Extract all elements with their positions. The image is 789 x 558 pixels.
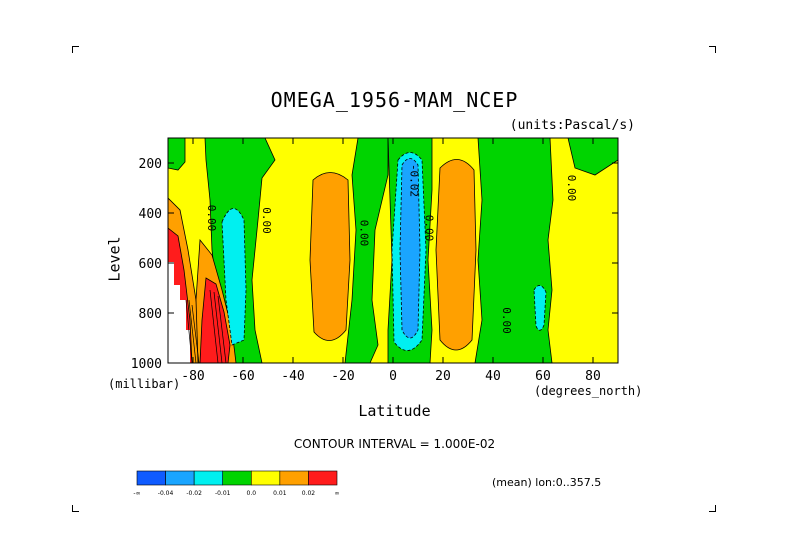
contour-field [168, 138, 618, 363]
y-tick-label: 800 [139, 307, 162, 322]
x-tick-label: -60 [231, 369, 254, 384]
x-ticks: -80 -60 -40 -20 0 20 40 60 80 [181, 138, 601, 384]
units-label: (units:Pascal/s) [509, 118, 635, 133]
band-blue-eq [399, 158, 421, 339]
y-tick-label: 200 [139, 157, 162, 172]
band-green-north [474, 138, 554, 363]
mean-note: (mean) lon:0..357.5 [492, 476, 602, 489]
contour-label: 0.00 [423, 215, 436, 242]
y-tick-label: 1000 [131, 357, 162, 372]
contour-label: 0.00 [205, 205, 218, 232]
colorbar-label: ∞ [335, 490, 340, 497]
colorbar-label: 0.0 [247, 490, 257, 497]
y-tick-label: 600 [139, 257, 162, 272]
colorbar-swatch [308, 470, 338, 486]
y-ticks: 200 400 600 800 1000 [131, 157, 618, 372]
x-tick-label: -40 [281, 369, 304, 384]
colorbar-label: 0.01 [273, 490, 287, 497]
colorbar: -∞ -0.04 -0.02 -0.01 0.0 0.01 0.02 ∞ [133, 470, 340, 497]
band-red-south2 [199, 277, 231, 363]
colorbar-label: -0.02 [186, 490, 202, 497]
colorbar-label: 0.02 [302, 490, 316, 497]
x-tick-label: 20 [435, 369, 451, 384]
band-cyan-south [221, 208, 247, 346]
contour-label: -0.02 [408, 164, 421, 197]
contour-label: 0.00 [260, 207, 273, 234]
x-tick-label: -20 [331, 369, 354, 384]
band-orange-midsouth [309, 172, 351, 341]
contour-label: 0.00 [500, 307, 513, 334]
x-tick-label: 60 [535, 369, 551, 384]
corner-mark-tr [709, 46, 716, 53]
contour-labels: 0.00 0.00 0.00 -0.02 0.00 0.00 0.00 [205, 164, 578, 334]
band-green-south [168, 138, 186, 171]
x-axis-label: Latitude [358, 402, 431, 420]
colorbar-swatch [165, 470, 195, 486]
band-green-eq [344, 138, 389, 363]
colorbar-swatch [222, 470, 252, 486]
y-axis-unit: (millibar) [108, 377, 181, 391]
colorbar-label: -∞ [133, 490, 140, 497]
y-axis-label: Level [105, 236, 124, 282]
band-cyan-north [533, 285, 547, 331]
x-tick-label: 80 [585, 369, 601, 384]
x-tick-label: 40 [485, 369, 501, 384]
colorbar-swatch [136, 470, 166, 486]
corner-mark-bl [72, 505, 79, 512]
chart-title: OMEGA_1956-MAM_NCEP [270, 88, 519, 112]
x-tick-label: -80 [181, 369, 204, 384]
x-axis-unit: (degrees_north) [534, 384, 643, 398]
contour-interval-note: CONTOUR INTERVAL = 1.000E-02 [293, 437, 496, 451]
dense-contours [185, 289, 227, 363]
band-green-polar [567, 138, 618, 176]
colorbar-swatch [250, 470, 281, 486]
contour-label: 0.00 [565, 175, 578, 202]
contour-label: 0.00 [358, 220, 371, 247]
colorbar-label: -0.01 [215, 490, 231, 497]
colorbar-swatch [279, 470, 309, 486]
colorbar-swatch [193, 470, 224, 486]
corner-mark-tl [72, 46, 79, 53]
missing-data-region [168, 262, 190, 363]
x-tick-label: 0 [389, 369, 397, 384]
band-orange-midnorth [435, 159, 477, 351]
colorbar-label: -0.04 [158, 490, 174, 497]
corner-mark-br [709, 505, 716, 512]
y-tick-label: 400 [139, 207, 162, 222]
